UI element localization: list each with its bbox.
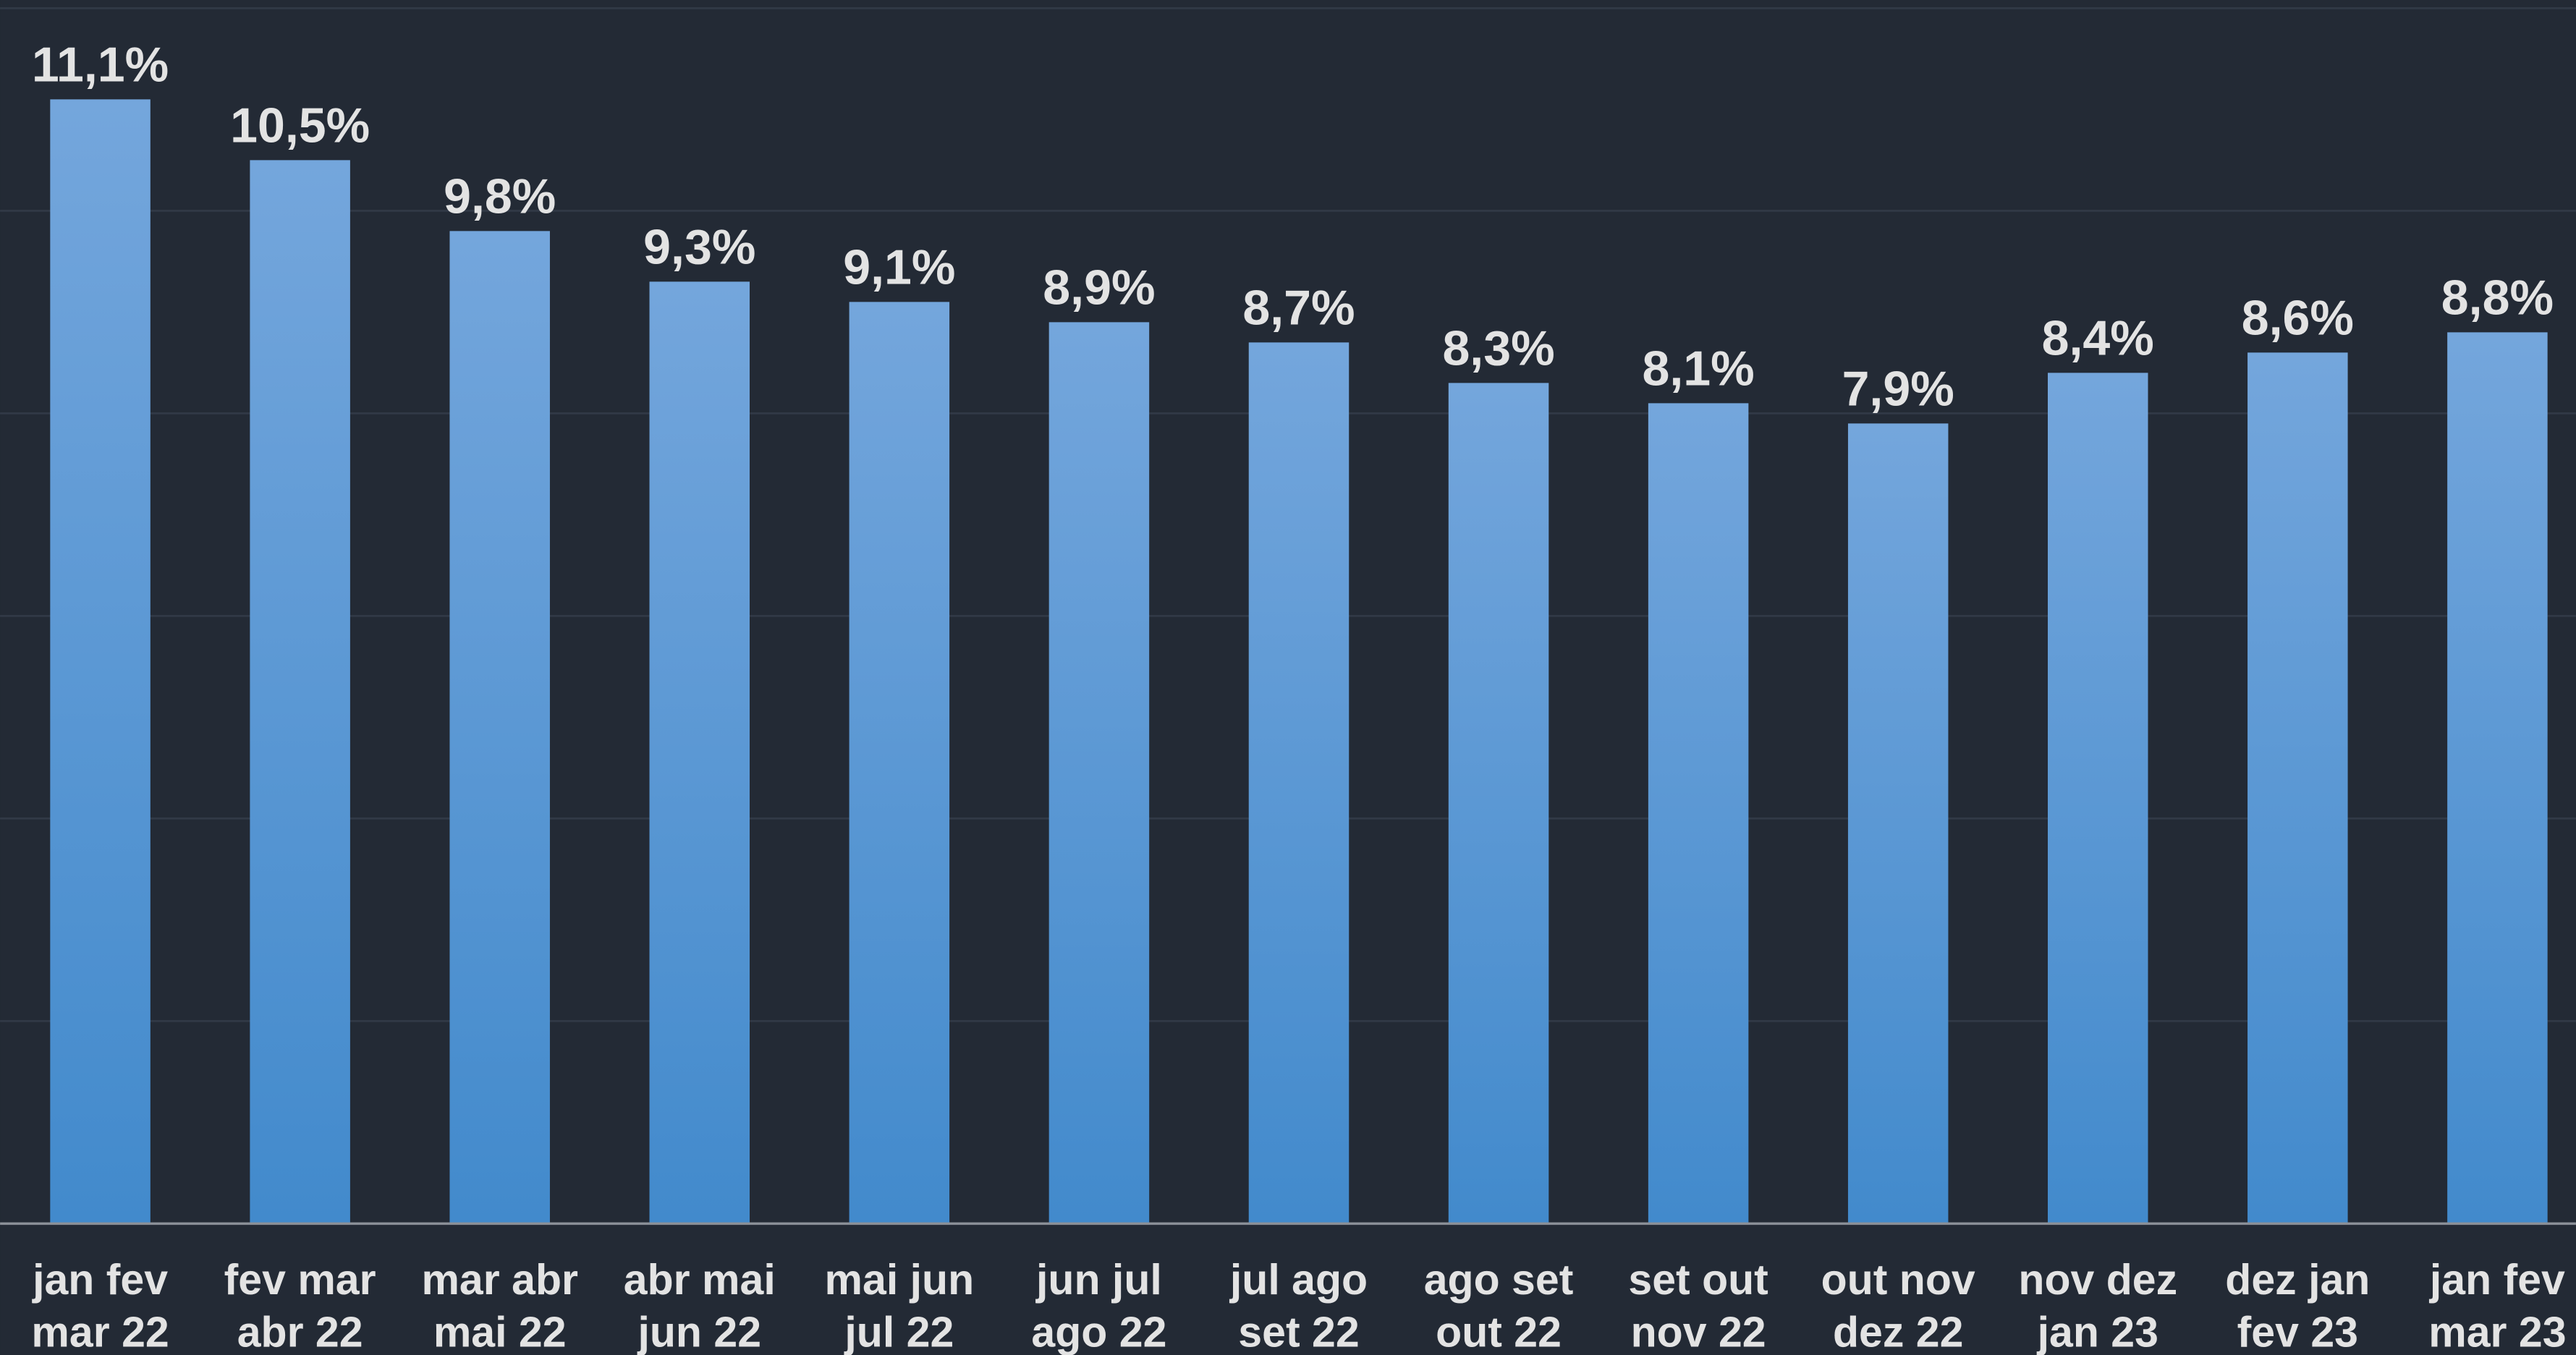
bar bbox=[649, 281, 750, 1224]
value-label: 8,9% bbox=[1043, 260, 1155, 315]
x-tick-label: ago set bbox=[1424, 1256, 1574, 1304]
value-label: 8,7% bbox=[1242, 280, 1355, 335]
x-tick-label: abr 22 bbox=[237, 1309, 363, 1355]
value-label: 8,1% bbox=[1643, 341, 1755, 396]
x-tick-label: mai jun bbox=[825, 1256, 975, 1304]
value-label: 9,8% bbox=[444, 169, 556, 224]
bar bbox=[1048, 322, 1150, 1224]
x-tick-label: fev mar bbox=[224, 1256, 376, 1304]
value-label: 8,4% bbox=[2042, 310, 2154, 365]
x-tick-label: out 22 bbox=[1436, 1309, 1562, 1355]
x-tick-label: mai 22 bbox=[433, 1309, 567, 1355]
x-tick-label: mar 23 bbox=[2428, 1309, 2566, 1355]
x-tick-label: jan fev bbox=[32, 1256, 168, 1304]
x-tick-label: set out bbox=[1628, 1256, 1768, 1304]
x-tick-label: jun jul bbox=[1035, 1256, 1162, 1304]
x-tick-label: ago 22 bbox=[1031, 1309, 1166, 1355]
value-label: 8,3% bbox=[1442, 320, 1554, 375]
x-tick-label: nov dez bbox=[2018, 1256, 2177, 1304]
value-label: 9,1% bbox=[843, 239, 955, 294]
x-tick-label: mar abr bbox=[421, 1256, 578, 1304]
value-label: 10,5% bbox=[230, 98, 370, 153]
bar bbox=[2447, 332, 2548, 1224]
bar bbox=[849, 302, 950, 1224]
value-label: 9,3% bbox=[643, 219, 755, 274]
x-tick-label: dez 22 bbox=[1833, 1309, 1963, 1355]
x-tick-label: fev 23 bbox=[2237, 1309, 2358, 1355]
value-label: 11,1% bbox=[32, 37, 169, 92]
bar bbox=[1448, 383, 1549, 1224]
x-tick-label: jan 23 bbox=[2037, 1309, 2158, 1355]
x-tick-label: jul 22 bbox=[844, 1309, 954, 1355]
bar bbox=[449, 231, 550, 1224]
x-tick-label: jan fev bbox=[2429, 1256, 2565, 1304]
bar bbox=[2247, 352, 2348, 1224]
x-tick-label: dez jan bbox=[2225, 1256, 2370, 1304]
bar bbox=[2048, 373, 2148, 1224]
x-tick-label: nov 22 bbox=[1631, 1309, 1766, 1355]
value-label: 8,6% bbox=[2242, 290, 2354, 345]
bar bbox=[1648, 403, 1749, 1224]
bar bbox=[1248, 342, 1350, 1224]
bar bbox=[250, 160, 350, 1224]
value-label: 7,9% bbox=[1842, 361, 1954, 416]
x-tick-label: out nov bbox=[1821, 1256, 1975, 1304]
x-tick-label: mar 22 bbox=[31, 1309, 169, 1355]
x-tick-label: set 22 bbox=[1238, 1309, 1359, 1355]
bar bbox=[50, 99, 151, 1224]
value-label: 8,8% bbox=[2441, 270, 2554, 325]
x-tick-label: jun 22 bbox=[637, 1309, 762, 1355]
x-tick-label: jul ago bbox=[1229, 1256, 1368, 1304]
x-tick-label: abr mai bbox=[624, 1256, 776, 1304]
bar bbox=[1847, 423, 1949, 1224]
